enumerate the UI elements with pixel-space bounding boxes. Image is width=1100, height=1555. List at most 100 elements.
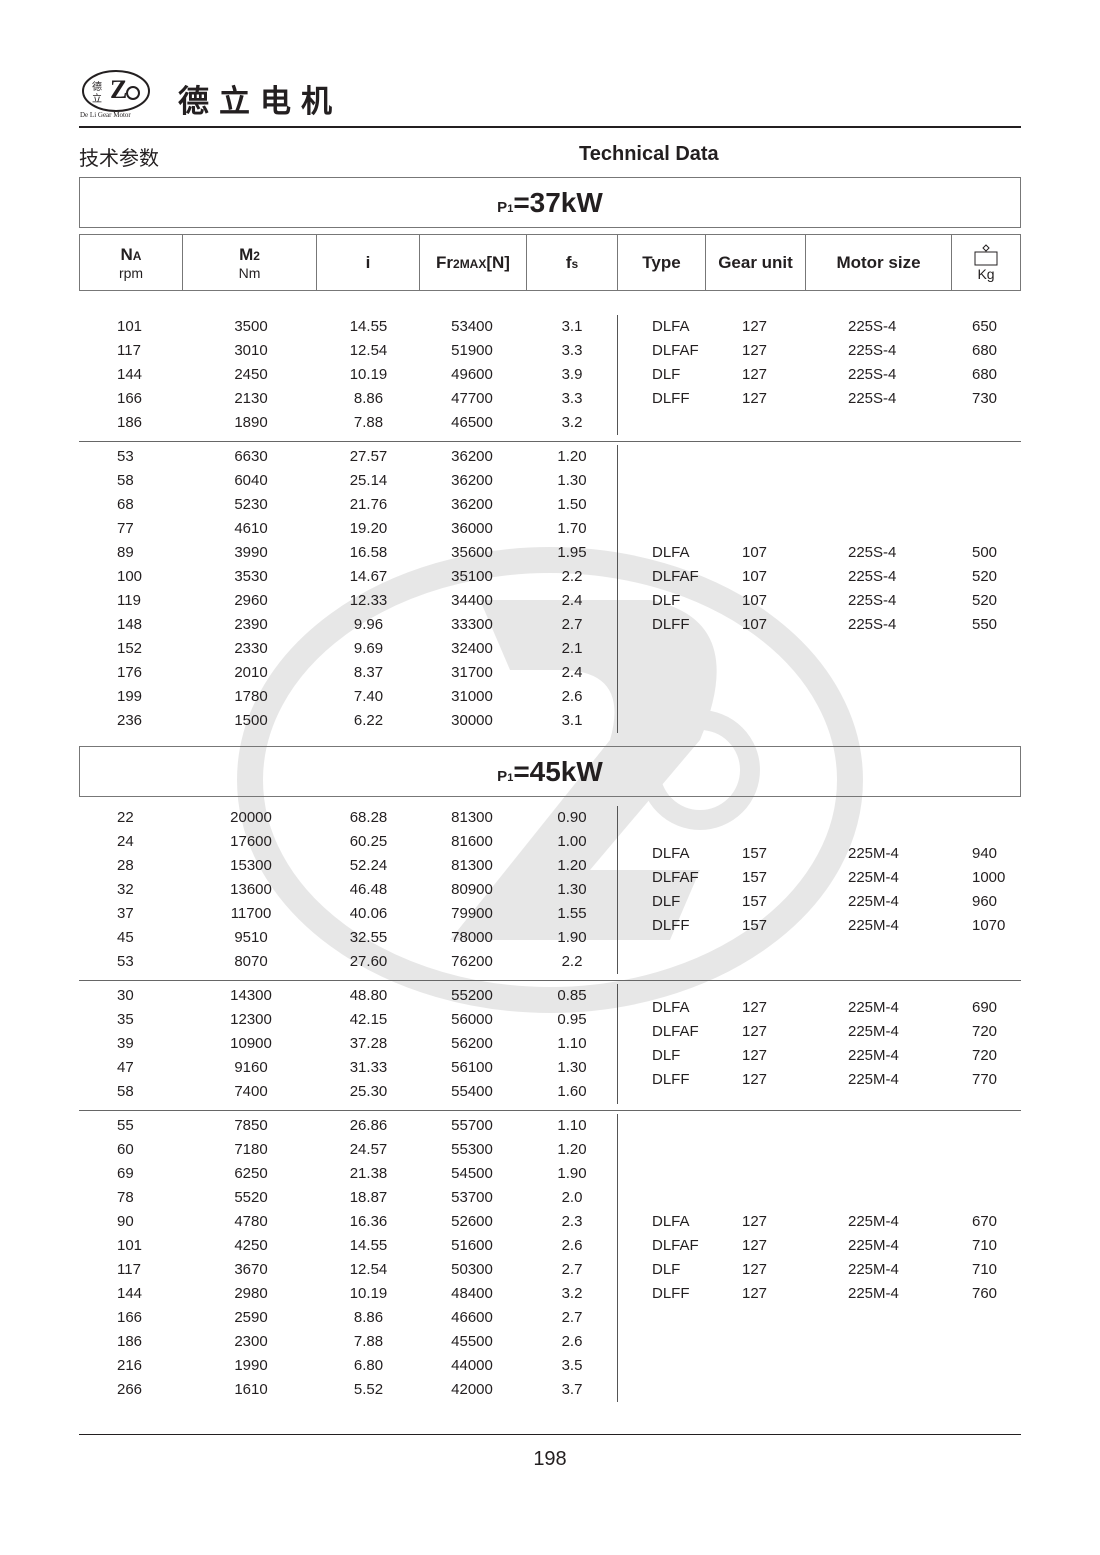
col-gear-unit: Gear unit (706, 235, 806, 290)
radial-force-cell: 51900 (451, 342, 493, 359)
ratio-cell: 6.22 (353, 712, 384, 729)
motor-size-cell: 225S-4 (848, 318, 897, 335)
motor-size-cell: 225M-4 (848, 999, 899, 1016)
radial-force-cell: 51600 (451, 1237, 493, 1254)
output-torque-cell: 6250 (234, 1165, 268, 1182)
weight-cell: 770 (972, 1071, 998, 1088)
radial-force-cell: 54500 (451, 1165, 493, 1182)
gear-unit-cell: 157 (742, 869, 768, 886)
ratio-cell: 18.87 (349, 1189, 388, 1206)
company-logo: 德 立 Z De Li Gear Motor (80, 70, 150, 118)
radial-force-cell: 79900 (451, 905, 493, 922)
ratio-cell: 26.86 (349, 1117, 388, 1134)
type-cell: DLFF (652, 616, 690, 633)
ratio-cell: 42.15 (349, 1011, 388, 1028)
type-cell: DLF (652, 592, 681, 609)
service-factor-cell: 1.30 (557, 1059, 587, 1076)
type-row: DLFAF 127 225M-4 720 (618, 1020, 1021, 1044)
gear-unit-cell: 107 (742, 616, 768, 633)
table-row: 186 2300 7.88 45500 2.6 (79, 1330, 617, 1354)
watermark-logo (237, 547, 863, 1013)
output-torque-cell: 4780 (234, 1213, 268, 1230)
radial-force-cell: 30000 (451, 712, 493, 729)
output-torque-cell: 2130 (234, 390, 268, 407)
type-row: DLFA 107 225S-4 500 (618, 541, 1021, 565)
motor-size-cell: 225S-4 (848, 568, 897, 585)
radial-force-cell: 36200 (451, 472, 493, 489)
service-factor-cell: 1.20 (557, 857, 587, 874)
motor-size-cell: 225M-4 (848, 893, 899, 910)
type-row: DLFA 127 225M-4 690 (618, 996, 1021, 1020)
output-torque-cell: 1890 (234, 414, 268, 431)
service-factor-cell: 3.1 (561, 712, 583, 729)
motor-size-cell: 225M-4 (848, 1213, 899, 1230)
radial-force-cell: 81300 (451, 809, 493, 826)
ratio-cell: 5.52 (353, 1381, 384, 1398)
radial-force-cell: 55400 (451, 1083, 493, 1100)
output-speed-cell: 101 (117, 1237, 143, 1254)
type-rows: DLFA 107 225S-4 500 DLFAF 107 225S-4 520 DLF 107 2… (618, 445, 1021, 733)
gear-unit-cell: 127 (742, 999, 768, 1016)
svg-text:Z: Z (110, 75, 127, 104)
type-row: DLFF 157 225M-4 1070 (618, 914, 1021, 938)
table-row: 58 6040 25.14 36200 1.30 (79, 469, 617, 493)
radial-force-cell: 36200 (451, 496, 493, 513)
output-speed-cell: 166 (117, 390, 143, 407)
output-speed-cell: 78 (117, 1189, 134, 1206)
col-na: NA rpm (80, 235, 183, 290)
weight-cell: 730 (972, 390, 998, 407)
output-torque-cell: 7400 (234, 1083, 268, 1100)
output-speed-cell: 58 (117, 1083, 134, 1100)
table-row: 144 2450 10.19 49600 3.9 (79, 363, 617, 387)
output-torque-cell: 8070 (234, 953, 268, 970)
header-divider (79, 126, 1021, 128)
service-factor-cell: 1.95 (557, 544, 587, 561)
type-cell: DLFF (652, 1071, 690, 1088)
type-row: DLF 157 225M-4 960 (618, 890, 1021, 914)
weight-icon (974, 243, 998, 265)
weight-cell: 1000 (972, 869, 1006, 886)
weight-cell: 680 (972, 342, 998, 359)
gear-unit-cell: 127 (742, 1023, 768, 1040)
table-row: 166 2590 8.86 46600 2.7 (79, 1306, 617, 1330)
gear-unit-cell: 127 (742, 1071, 768, 1088)
output-speed-cell: 58 (117, 472, 134, 489)
output-torque-cell: 7850 (234, 1117, 268, 1134)
data-group: 55 7850 26.86 55700 1.10 60 7180 24.57 55300 1.20… (79, 1111, 1021, 1408)
ratio-cell: 12.54 (349, 1261, 388, 1278)
service-factor-cell: 2.0 (561, 1189, 583, 1206)
output-speed-cell: 30 (117, 987, 134, 1004)
motor-size-cell: 225S-4 (848, 544, 897, 561)
service-factor-cell: 3.1 (561, 318, 583, 335)
output-torque-cell: 2980 (234, 1285, 268, 1302)
gear-unit-cell: 157 (742, 917, 768, 934)
service-factor-cell: 3.7 (561, 1381, 583, 1398)
ratio-cell: 14.55 (349, 1237, 388, 1254)
output-torque-cell: 17600 (230, 833, 272, 850)
output-speed-cell: 45 (117, 929, 134, 946)
ratio-cell: 8.86 (353, 390, 384, 407)
table-row: 89 3990 16.58 35600 1.95 (79, 541, 617, 565)
radial-force-cell: 81600 (451, 833, 493, 850)
output-torque-cell: 2590 (234, 1309, 268, 1326)
service-factor-cell: 0.90 (557, 809, 587, 826)
output-torque-cell: 6630 (234, 448, 268, 465)
output-speed-cell: 148 (117, 616, 143, 633)
output-speed-cell: 216 (117, 1357, 143, 1374)
table-row: 100 3530 14.67 35100 2.2 (79, 565, 617, 589)
type-rows: DLFA 157 225M-4 940 DLFAF 157 225M-4 1000 DLF 157… (618, 806, 1021, 974)
radial-force-cell: 80900 (451, 881, 493, 898)
type-row: DLFF 127 225M-4 770 (618, 1068, 1021, 1092)
table-row: 58 7400 25.30 55400 1.60 (79, 1080, 617, 1104)
ratio-cell: 32.55 (349, 929, 388, 946)
output-torque-cell: 4610 (234, 520, 268, 537)
output-torque-cell: 1500 (234, 712, 268, 729)
service-factor-cell: 1.30 (557, 881, 587, 898)
col-kg: Kg (952, 235, 1020, 290)
ratio-cell: 14.67 (349, 568, 388, 585)
output-torque-cell: 14300 (230, 987, 272, 1004)
output-torque-cell: 1990 (234, 1357, 268, 1374)
table-row: 152 2330 9.69 32400 2.1 (79, 637, 617, 661)
weight-cell: 760 (972, 1285, 998, 1302)
radial-force-cell: 81300 (451, 857, 493, 874)
